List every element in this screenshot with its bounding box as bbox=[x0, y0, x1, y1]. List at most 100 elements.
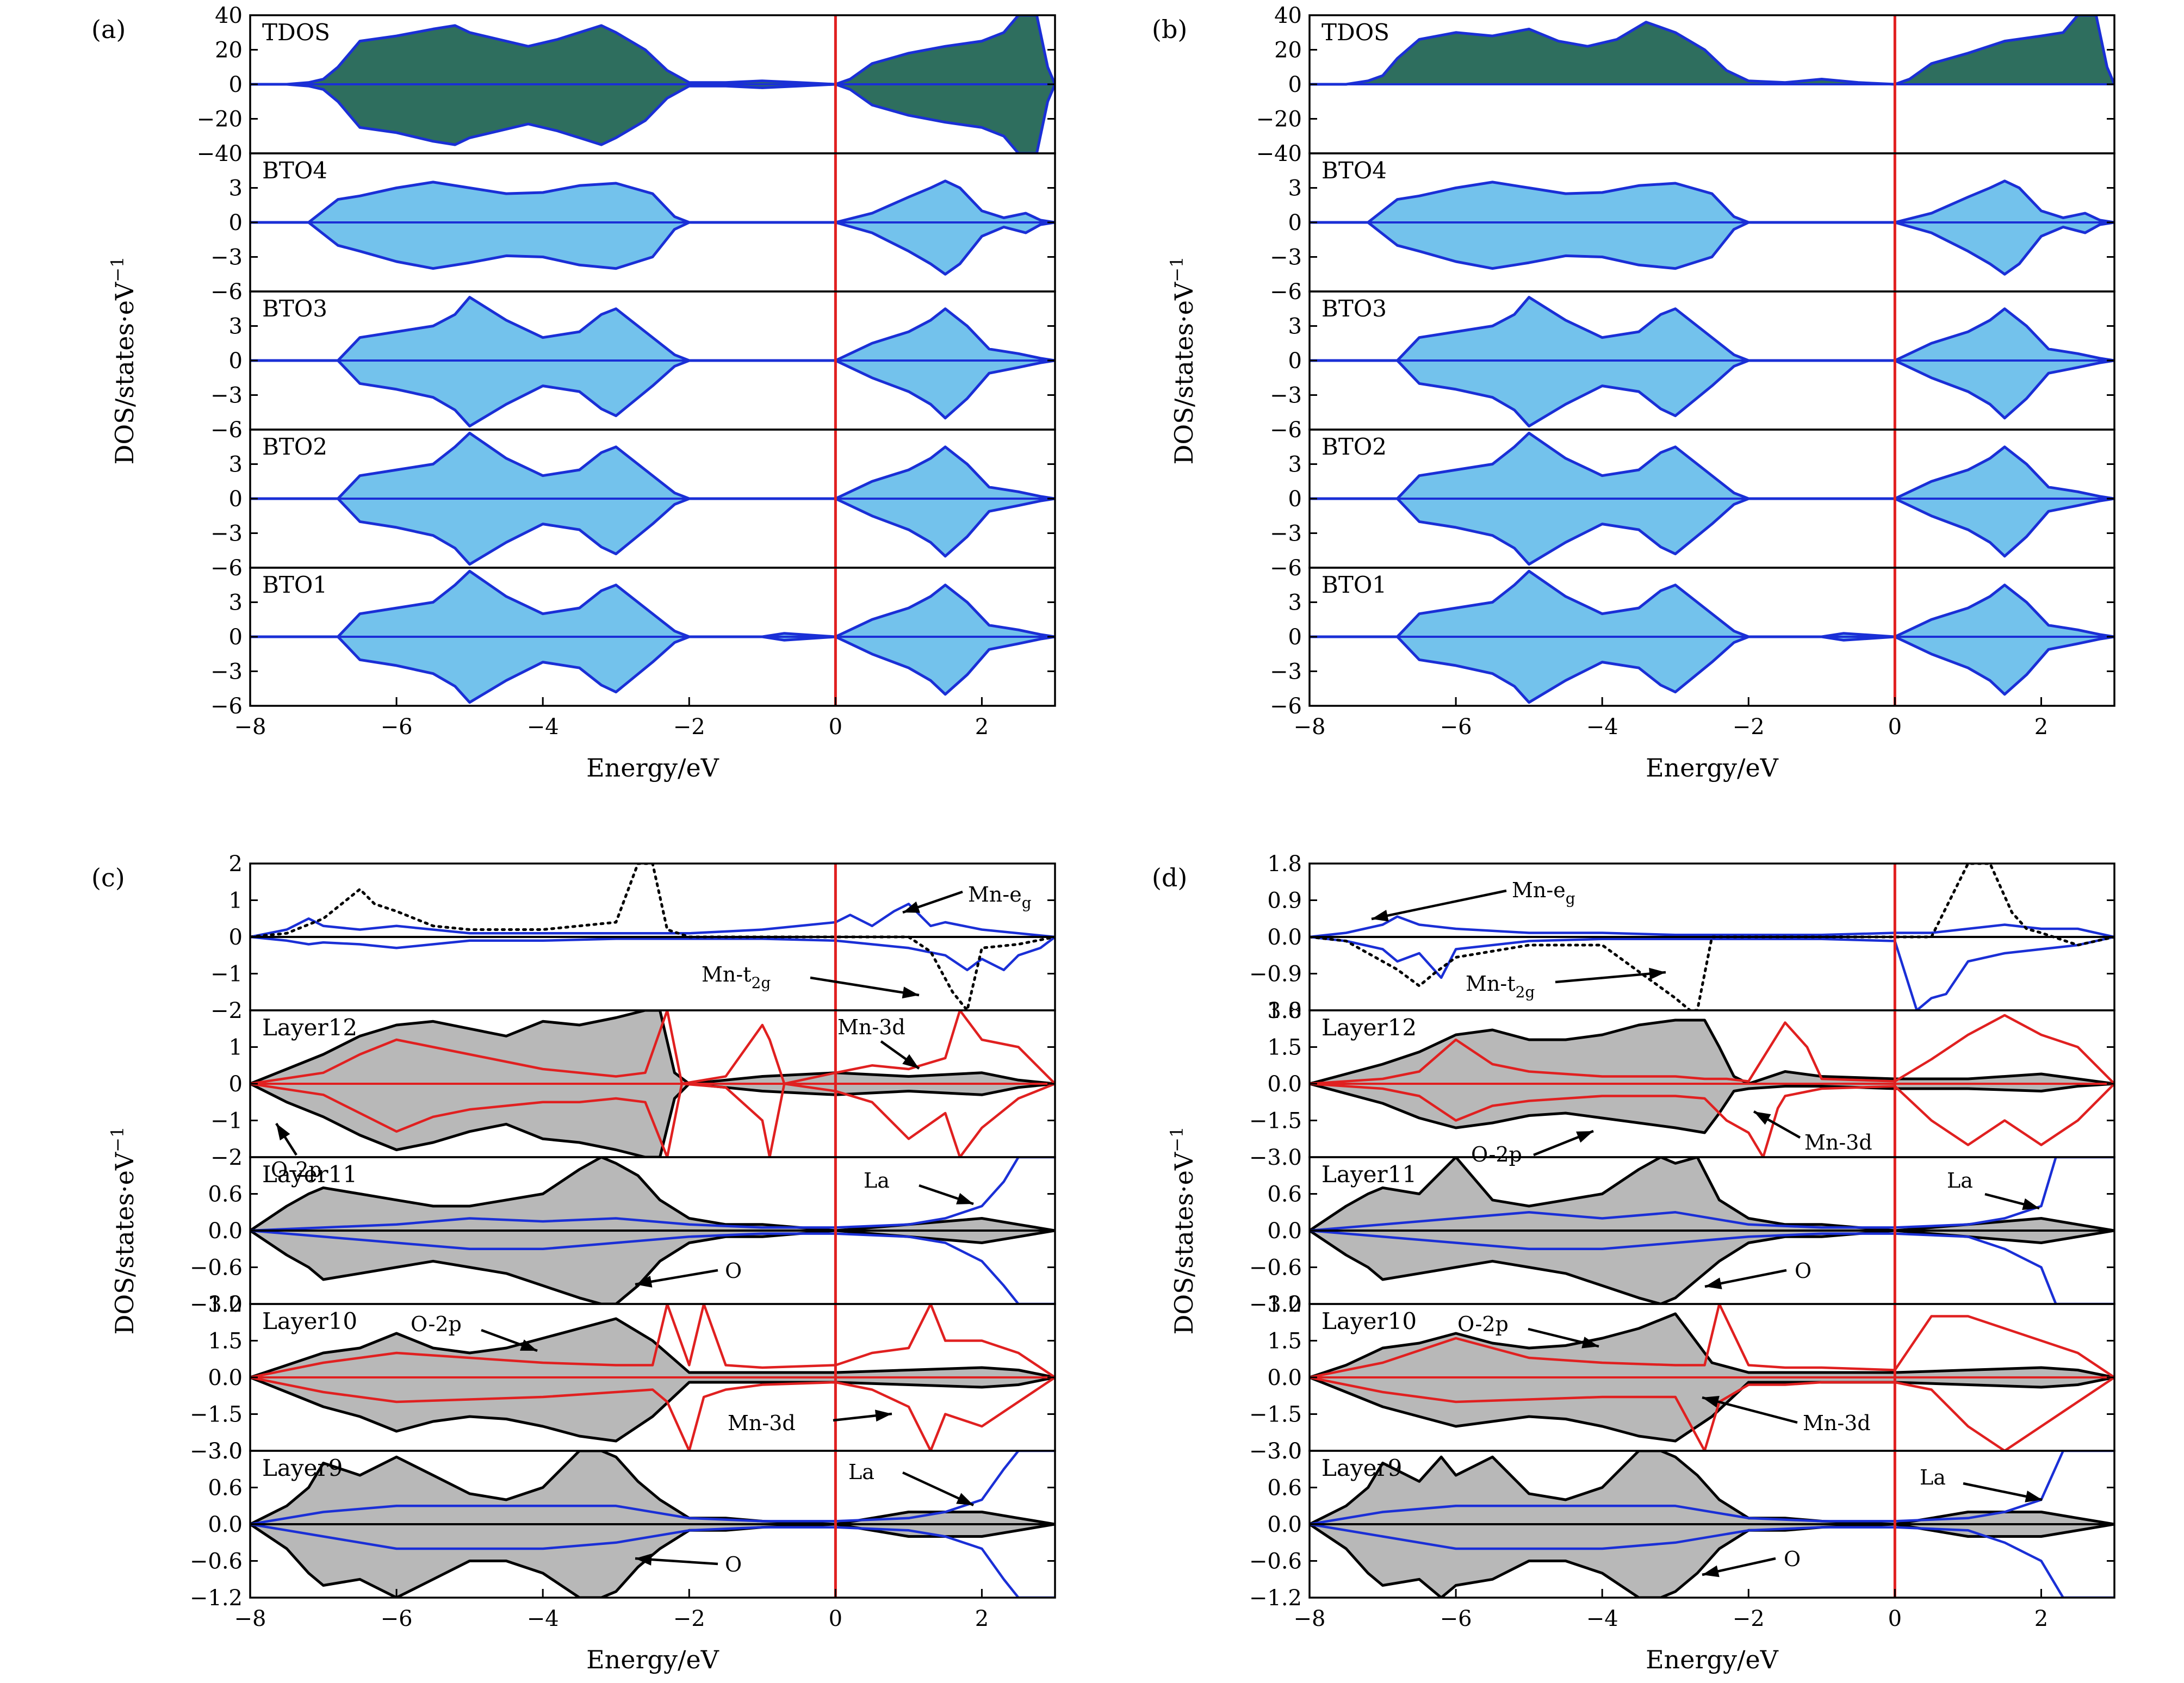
plot-area bbox=[250, 15, 1055, 153]
y-tick-label: −2 bbox=[210, 998, 243, 1023]
y-tick-label: −6 bbox=[210, 418, 243, 443]
y-tick-label: −3 bbox=[1270, 383, 1302, 408]
x-tick-label: −8 bbox=[234, 1606, 266, 1631]
series-line-down bbox=[250, 635, 1055, 704]
annotation-label: O-2p bbox=[1457, 1312, 1509, 1336]
plot-area bbox=[1310, 1014, 2114, 1157]
series-line-total bbox=[250, 1376, 1055, 1443]
annotation-label: O bbox=[725, 1552, 742, 1576]
series-line-down bbox=[250, 359, 1055, 428]
y-axis-title-main: DOS/states·eV bbox=[110, 1152, 139, 1334]
x-tick-label: −2 bbox=[673, 1606, 705, 1631]
y-tick-label: 40 bbox=[215, 3, 243, 28]
y-tick-label: 0.0 bbox=[1267, 1512, 1302, 1537]
y-tick-label: −20 bbox=[1256, 107, 1302, 132]
x-tick-label: −2 bbox=[1733, 1606, 1765, 1631]
arrow-head bbox=[520, 1339, 537, 1351]
x-tick-label: 2 bbox=[2034, 715, 2048, 740]
plot-area bbox=[250, 864, 1055, 1010]
annotation-label: Mn-3d bbox=[1804, 1131, 1872, 1154]
subplot-bto3: 3 0 −3 −6 BTO3 bbox=[210, 290, 1056, 443]
annotation-label: La bbox=[1947, 1169, 1973, 1193]
x-tick-label: −8 bbox=[1294, 1606, 1326, 1631]
series-line-up bbox=[250, 179, 1055, 224]
subplot-label: TDOS bbox=[1321, 19, 1389, 46]
series-fill-down bbox=[1310, 499, 2114, 564]
y-tick-label: 0.0 bbox=[208, 1219, 243, 1244]
y-tick-label: 0.6 bbox=[1267, 1182, 1302, 1207]
series-line-la bbox=[1310, 1157, 2114, 1232]
x-tick-label: 2 bbox=[975, 715, 989, 740]
series-line-mn-3d bbox=[250, 1304, 1055, 1379]
subplot-layer10: 3.0 1.5 0.0 −1.5 −3.0 Layer10 bbox=[1249, 1292, 2115, 1464]
y-axis-title-exponent: −1 bbox=[1167, 257, 1187, 282]
y-tick-label: −1.5 bbox=[190, 1402, 243, 1427]
y-tick-label: 0 bbox=[229, 487, 243, 512]
subplot-label: BTO2 bbox=[1321, 433, 1387, 460]
series-line-mn-3d bbox=[1310, 1014, 2114, 1085]
y-tick-label: −1.5 bbox=[1249, 1402, 1302, 1427]
subplot-tdos: 40 20 0 −20 −40 TDOS bbox=[197, 3, 1056, 166]
y-tick-label: −3 bbox=[210, 245, 243, 270]
y-tick-label: −3 bbox=[210, 660, 243, 685]
y-tick-label: 3.0 bbox=[1267, 998, 1302, 1023]
series-line-la bbox=[1310, 1523, 2114, 1598]
annotations-panel-c: Mn-eg Mn-t2g Mn-3d O-2p La O O-2p Mn-3d La O bbox=[271, 883, 1032, 1576]
series-fill-down bbox=[250, 222, 1055, 275]
panel-a: (a) 40200−20−40TDOS30−3−6BTO430−3−6BTO330… bbox=[91, 3, 1056, 782]
y-tick-label: 1 bbox=[229, 1035, 243, 1060]
plot-area bbox=[1310, 296, 2114, 428]
annotation-subscript: 2g bbox=[1516, 983, 1535, 1001]
x-tick-label: 0 bbox=[829, 715, 842, 740]
plot-area bbox=[1310, 15, 2114, 86]
subplot-label: Layer9 bbox=[262, 1455, 343, 1481]
y-tick-label: 3 bbox=[229, 591, 243, 616]
series-fill-down bbox=[250, 499, 1055, 564]
x-tick-label: 0 bbox=[1888, 715, 1902, 740]
annotation-text: O-2p bbox=[1457, 1312, 1509, 1336]
y-tick-label: 3 bbox=[229, 452, 243, 477]
annotation-text: Mn-t bbox=[702, 962, 752, 986]
series-fill-total bbox=[250, 1524, 1055, 1598]
subplot-label: Layer12 bbox=[262, 1014, 357, 1041]
series-fill-down bbox=[250, 361, 1055, 426]
series-line-la bbox=[250, 1229, 1055, 1304]
series-fill-total bbox=[250, 1231, 1055, 1304]
annotation-text: Mn-3d bbox=[1803, 1411, 1871, 1435]
subplot-label: BTO4 bbox=[262, 157, 327, 184]
subplot-bto3: 3 0 −3 −6 BTO3 bbox=[1270, 290, 2115, 443]
y-tick-label: 0.0 bbox=[1267, 1365, 1302, 1390]
series-fill-total bbox=[250, 1319, 1055, 1377]
series-line-la bbox=[1310, 1451, 2114, 1526]
subplot-bto4: 3 0 −3 −6 BTO4 bbox=[210, 152, 1056, 305]
series-fill-total bbox=[250, 1377, 1055, 1441]
annotation-text: Mn-3d bbox=[837, 1015, 905, 1039]
x-tick-label: −2 bbox=[673, 715, 705, 740]
subplot-layer11: 0.6 0.0 −0.6 −1.2 Layer11 bbox=[1249, 1156, 2115, 1317]
series-line-mn-3d bbox=[1310, 1082, 2114, 1157]
series-line-total bbox=[250, 1157, 1055, 1232]
x-tick-label: −2 bbox=[1733, 715, 1765, 740]
y-tick-label: 0.6 bbox=[1267, 1476, 1302, 1501]
y-tick-label: 0.6 bbox=[208, 1182, 243, 1207]
series-line-down bbox=[250, 83, 1055, 153]
plot-area bbox=[250, 1157, 1055, 1304]
series-line-down bbox=[250, 221, 1055, 276]
series-fill-down bbox=[250, 84, 1055, 153]
subplot-label: TDOS bbox=[262, 19, 330, 46]
series-fill-up bbox=[1310, 433, 2114, 499]
subplot-label: BTO2 bbox=[262, 433, 327, 460]
y-tick-label: 0 bbox=[229, 625, 243, 650]
series-fill-total bbox=[1310, 1020, 2114, 1084]
series-line-up bbox=[1310, 296, 2114, 362]
annotation-label: O-2p bbox=[1471, 1142, 1522, 1166]
series-fill-total bbox=[1310, 1377, 2114, 1441]
series-line-mn-e-g bbox=[1310, 935, 2114, 1010]
y-axis-title-main: DOS/states·eV bbox=[110, 282, 139, 464]
panel-b: (b) 40200−20−40TDOS30−3−6BTO430−3−6BTO330… bbox=[1152, 3, 2115, 782]
series-line-total bbox=[1310, 1451, 2114, 1526]
annotation-text: Mn-t bbox=[1466, 972, 1516, 996]
annotation-label: Mn-3d bbox=[837, 1015, 905, 1039]
y-tick-label: 0.0 bbox=[208, 1365, 243, 1390]
